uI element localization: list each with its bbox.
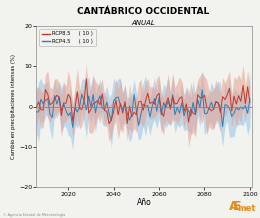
Text: met: met	[237, 204, 256, 213]
Text: CANTÁBRICO OCCIDENTAL: CANTÁBRICO OCCIDENTAL	[77, 7, 209, 15]
Legend: RCP8.5     ( 10 ), RCP4.5     ( 10 ): RCP8.5 ( 10 ), RCP4.5 ( 10 )	[39, 29, 96, 46]
Y-axis label: Cambio en precipitaciones intensas (%): Cambio en precipitaciones intensas (%)	[11, 54, 16, 159]
Text: ANUAL: ANUAL	[131, 20, 155, 26]
Text: © Agencia Estatal de Meteorología: © Agencia Estatal de Meteorología	[3, 213, 65, 217]
Text: E: E	[233, 199, 241, 213]
X-axis label: Año: Año	[137, 198, 152, 207]
Text: A: A	[229, 199, 238, 213]
